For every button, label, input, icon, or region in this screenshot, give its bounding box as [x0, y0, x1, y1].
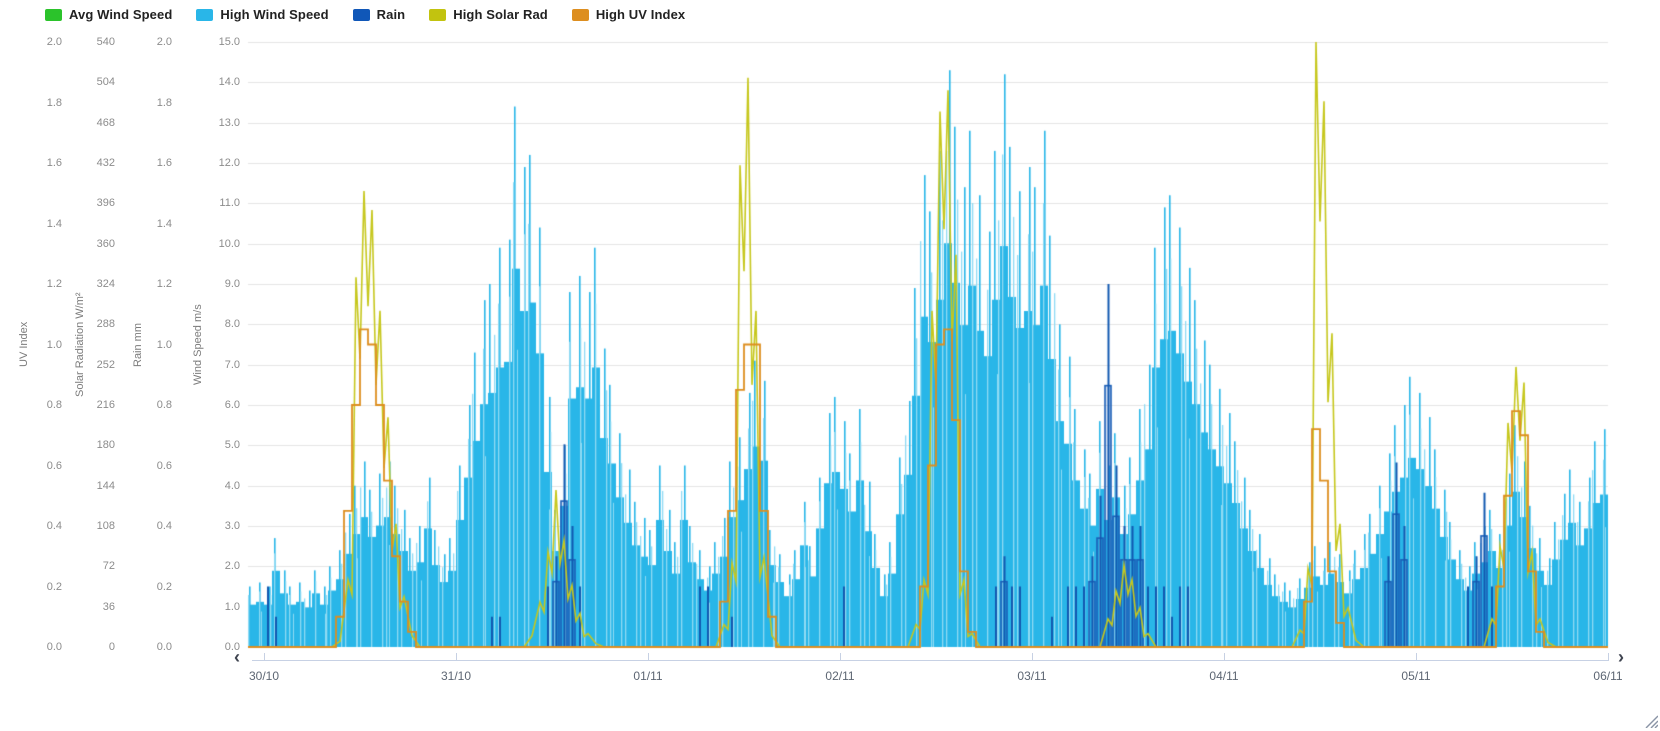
- legend-item-uv[interactable]: High UV Index: [571, 7, 686, 22]
- wind-axis-title: Wind Speed m/s: [192, 304, 204, 385]
- rain-axis-tick-label: 0.0: [156, 641, 172, 653]
- scroll-left-button[interactable]: ‹: [234, 647, 240, 667]
- uv-axis-tick-label: 2.0: [46, 36, 62, 48]
- solar-axis-tick-label: 252: [96, 358, 115, 371]
- wind-axis-tick-label: 12.0: [218, 157, 240, 169]
- uv-axis-tick-label: 0.2: [46, 580, 62, 593]
- solar-axis-tick-label: 504: [96, 76, 115, 89]
- date-label: 01/11: [633, 669, 663, 683]
- rain-axis-tick-label: 2.0: [156, 36, 172, 48]
- uv-axis-tick-label: 1.6: [46, 157, 62, 169]
- solar-axis-tick-label: 360: [96, 237, 115, 250]
- timeline-tick: [1032, 653, 1033, 661]
- rain-axis-tick-label: 1.0: [156, 338, 172, 351]
- solar-axis-tick-label: 468: [96, 116, 115, 129]
- wind-axis-tick-label: 2.0: [224, 560, 240, 573]
- wind-axis-tick-label: 3.0: [224, 520, 240, 532]
- wind-axis-tick-label: 5.0: [224, 439, 240, 452]
- rain-axis-tick-label: 1.6: [156, 157, 172, 169]
- date-label: 06/11: [1593, 669, 1623, 683]
- date-label: 05/11: [1401, 669, 1431, 683]
- uv-axis-tick-label: 1.2: [46, 278, 62, 290]
- rain-axis-tick-label: 1.4: [156, 217, 172, 230]
- solar-axis-tick-label: 36: [102, 600, 115, 613]
- wind-axis-tick-label: 13.0: [218, 116, 240, 129]
- legend-item-high_wind[interactable]: High Wind Speed: [196, 7, 329, 22]
- uv-axis-tick-label: 1.0: [46, 338, 62, 351]
- legend-label-high_wind: High Wind Speed: [220, 7, 329, 22]
- wind-axis-tick-label: 14.0: [218, 76, 240, 89]
- rain-axis-tick-label: 0.8: [156, 399, 172, 411]
- uv-axis-tick-label: 0.6: [46, 459, 62, 472]
- rain-axis-tick-label: 0.4: [156, 520, 172, 532]
- solar-axis-tick-label: 180: [96, 439, 115, 452]
- uv-axis-tick-label: 1.8: [46, 96, 62, 109]
- wind-axis-tick-label: 4.0: [224, 479, 240, 492]
- legend-label-rain: Rain: [376, 7, 406, 22]
- legend-swatch-avg_wind: [45, 8, 62, 21]
- legend-label-solar: High Solar Rad: [453, 7, 548, 22]
- wind-axis-tick-label: 0.0: [224, 641, 240, 653]
- uv-axis-title: UV Index: [18, 321, 30, 368]
- solar-axis-title: Solar Radiation W/m²: [74, 292, 86, 397]
- wind-axis-tick-label: 10.0: [218, 237, 240, 250]
- rain-axis-tick-label: 1.8: [156, 96, 172, 109]
- solar-axis-tick-label: 72: [102, 560, 115, 573]
- resize-handle-icon[interactable]: [1640, 710, 1658, 728]
- wind-axis-tick-label: 7.0: [224, 358, 240, 371]
- date-label: 31/10: [440, 669, 472, 683]
- timeline-tick: [1224, 653, 1225, 661]
- solar-axis-tick-label: 432: [96, 157, 115, 169]
- wind-axis-tick-label: 6.0: [224, 399, 240, 411]
- timeline-tick: [456, 653, 457, 661]
- rain-axis-title: Rain mm: [132, 322, 144, 367]
- legend-swatch-high_wind: [196, 8, 214, 21]
- wind-axis-tick-label: 11.0: [219, 197, 240, 210]
- timeline-tick: [264, 653, 265, 661]
- uv-axis-tick-label: 0.4: [46, 520, 62, 532]
- legend-item-solar[interactable]: High Solar Rad: [429, 7, 548, 22]
- wind-axis-tick-label: 1.0: [224, 600, 240, 613]
- legend-swatch-uv: [571, 8, 589, 21]
- legend-swatch-solar: [429, 8, 447, 21]
- solar-axis-tick-label: 0: [108, 641, 115, 653]
- solar-axis-tick-label: 288: [96, 318, 115, 331]
- timeline-tick: [840, 653, 841, 661]
- timeline-tick: [1608, 653, 1609, 661]
- wind-axis-tick-label: 15.0: [218, 36, 240, 48]
- scroll-right-button[interactable]: ›: [1618, 647, 1624, 667]
- wind-axis-tick-label: 8.0: [224, 318, 240, 331]
- rain-axis-tick-label: 1.2: [156, 278, 172, 290]
- uv-axis-tick-label: 0.0: [46, 641, 62, 653]
- solar-axis-tick-label: 540: [96, 36, 115, 48]
- solar-axis-tick-label: 144: [96, 479, 115, 492]
- solar-axis-tick-label: 324: [96, 278, 115, 290]
- uv-axis-tick-label: 0.8: [46, 399, 62, 411]
- legend-label-uv: High UV Index: [595, 7, 686, 22]
- timeline-scrollbar[interactable]: [252, 660, 1608, 661]
- rain-axis-tick-label: 0.2: [156, 580, 172, 593]
- legend-swatch-rain: [352, 8, 370, 21]
- legend-label-avg_wind: Avg Wind Speed: [69, 7, 173, 22]
- solar-axis-tick-label: 396: [96, 197, 115, 210]
- solar-axis-tick-label: 216: [96, 399, 115, 411]
- legend-item-rain[interactable]: Rain: [352, 7, 406, 22]
- wind-axis-tick-label: 9.0: [224, 278, 240, 290]
- timeline-tick: [648, 653, 649, 661]
- date-label: 04/11: [1209, 669, 1239, 683]
- rain-axis-tick-label: 0.6: [156, 459, 172, 472]
- legend-item-avg_wind[interactable]: Avg Wind Speed: [45, 7, 172, 22]
- date-label: 30/10: [248, 669, 280, 683]
- solar-axis-tick-label: 108: [96, 520, 115, 532]
- timeline-tick: [1416, 653, 1417, 661]
- date-label: 02/11: [825, 669, 855, 683]
- uv-axis-tick-label: 1.4: [46, 217, 62, 230]
- date-label: 03/11: [1017, 669, 1047, 683]
- chart-legend: Avg Wind Speed High Wind Speed Rain High So…: [45, 7, 685, 22]
